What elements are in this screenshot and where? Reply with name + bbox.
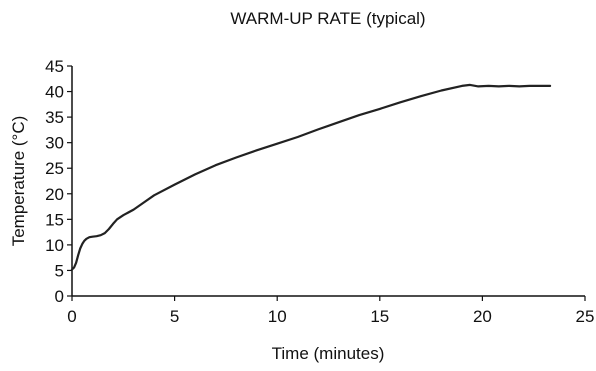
y-tick-label: 10 bbox=[45, 236, 64, 255]
y-tick-label: 45 bbox=[45, 57, 64, 76]
x-tick-label: 25 bbox=[576, 307, 595, 326]
y-tick-label: 20 bbox=[45, 185, 64, 204]
x-tick-label: 15 bbox=[370, 307, 389, 326]
y-tick-label: 40 bbox=[45, 83, 64, 102]
chart-title: WARM-UP RATE (typical) bbox=[230, 9, 425, 28]
y-tick-label: 0 bbox=[55, 287, 64, 306]
y-tick-label: 30 bbox=[45, 134, 64, 153]
x-tick-label: 20 bbox=[473, 307, 492, 326]
y-axis-label: Temperature (°C) bbox=[9, 116, 28, 247]
x-tick-label: 10 bbox=[268, 307, 287, 326]
y-tick-label: 5 bbox=[55, 261, 64, 280]
x-axis-label: Time (minutes) bbox=[272, 344, 385, 363]
x-tick-label: 5 bbox=[170, 307, 179, 326]
y-tick-label: 25 bbox=[45, 159, 64, 178]
y-tick-label: 15 bbox=[45, 210, 64, 229]
x-tick-label: 0 bbox=[67, 307, 76, 326]
series-line-1 bbox=[70, 83, 552, 271]
y-tick-label: 35 bbox=[45, 108, 64, 127]
